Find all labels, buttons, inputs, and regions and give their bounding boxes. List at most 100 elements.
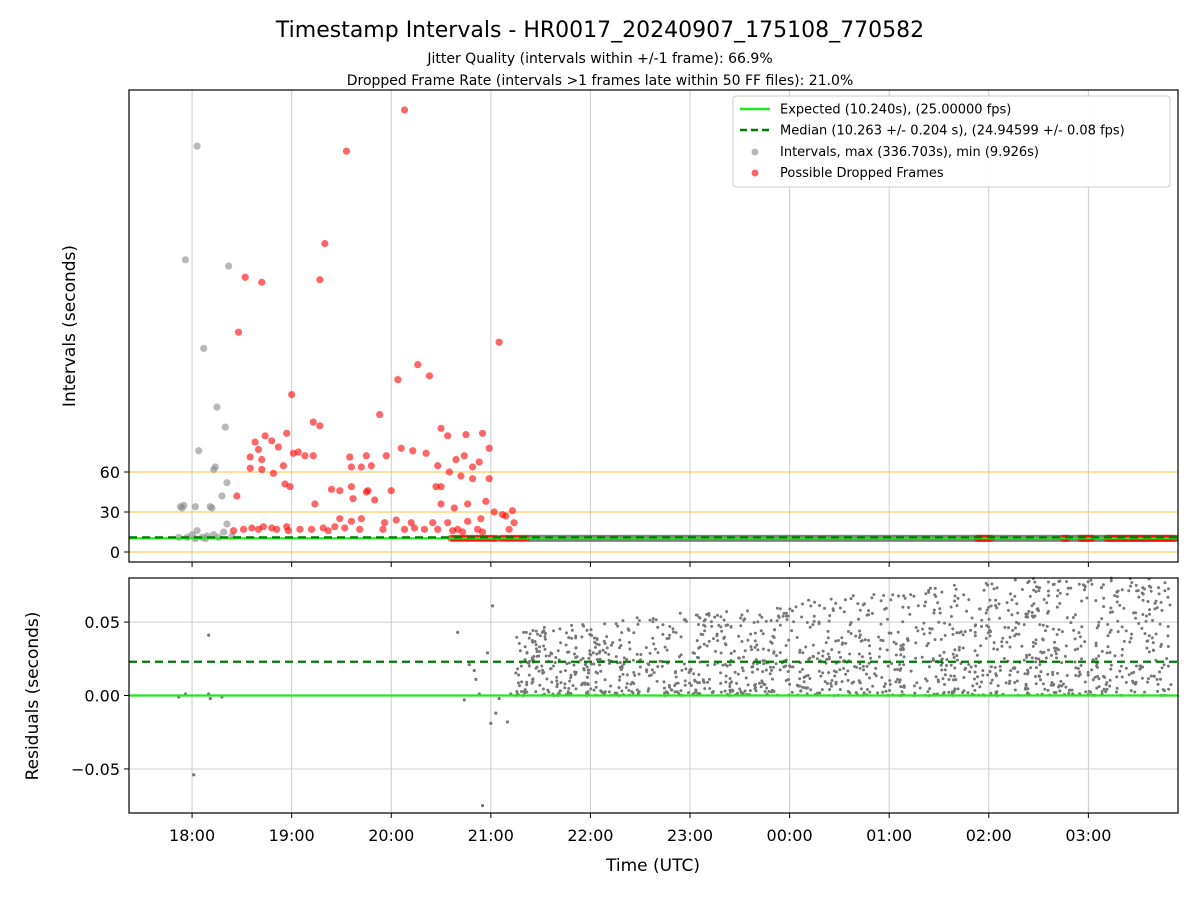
- residual-point: [675, 690, 679, 694]
- residual-point: [896, 667, 900, 671]
- dropped-frame-point: [468, 475, 477, 483]
- residual-point: [743, 649, 747, 653]
- residual-point: [884, 689, 888, 693]
- residual-point: [805, 620, 809, 624]
- residual-point: [574, 687, 578, 691]
- residual-point: [1072, 628, 1076, 632]
- dropped-frame-point: [229, 527, 238, 535]
- dropped-frame-point: [356, 525, 364, 533]
- residual-point: [973, 649, 977, 653]
- residual-point: [1051, 673, 1055, 677]
- residual-point: [1046, 688, 1050, 692]
- residual-point: [857, 652, 861, 656]
- residual-point: [962, 593, 966, 597]
- dropped-frame-point: [437, 500, 445, 508]
- residual-point: [943, 668, 947, 672]
- dropped-frame-point: [296, 525, 304, 533]
- dropped-frame-point: [410, 524, 419, 532]
- residual-point: [1128, 640, 1132, 644]
- residual-point: [778, 607, 782, 611]
- residual-point: [928, 626, 932, 630]
- residual-point: [609, 643, 613, 647]
- residual-point: [808, 676, 812, 680]
- residual-point: [1001, 636, 1005, 640]
- residual-point: [580, 635, 584, 639]
- residual-point: [1055, 646, 1059, 650]
- residual-point: [719, 671, 723, 675]
- residual-point: [1080, 625, 1084, 629]
- residual-point: [1033, 580, 1037, 584]
- residual-point: [998, 616, 1002, 620]
- residual-point: [631, 691, 635, 695]
- residual-point: [784, 611, 788, 615]
- residual-point: [622, 656, 626, 660]
- residual-point: [1106, 634, 1110, 638]
- residual-point: [588, 652, 592, 656]
- residual-point: [1113, 594, 1117, 598]
- residual-point: [737, 634, 741, 638]
- residual-point: [698, 660, 702, 664]
- residual-point: [1087, 689, 1091, 693]
- residual-point: [722, 618, 726, 622]
- residual-point: [1120, 647, 1124, 651]
- residual-point: [923, 677, 927, 681]
- residual-point: [788, 607, 792, 611]
- residual-point: [710, 624, 714, 628]
- residual-point: [742, 618, 746, 622]
- residual-points: [177, 576, 1173, 808]
- residual-point: [662, 680, 666, 684]
- residual-point: [921, 627, 925, 631]
- residual-point: [1070, 688, 1074, 692]
- residual-point: [820, 688, 824, 692]
- residual-point: [636, 622, 640, 626]
- residual-point: [1096, 674, 1100, 678]
- residual-point: [527, 664, 531, 668]
- residual-point: [1029, 666, 1033, 670]
- residual-point: [1080, 599, 1084, 603]
- residual-point: [1129, 636, 1133, 640]
- residual-point: [702, 623, 706, 627]
- residual-point: [827, 671, 831, 675]
- residual-point: [695, 639, 699, 643]
- residual-point: [505, 720, 510, 724]
- residual-point: [947, 690, 951, 694]
- residual-point: [1156, 682, 1160, 686]
- residual-point: [1100, 617, 1104, 621]
- residual-point: [750, 665, 754, 669]
- residual-point: [601, 691, 605, 695]
- residual-point: [933, 593, 937, 597]
- residual-point: [792, 620, 796, 624]
- dropped-frame-point: [429, 519, 437, 527]
- residual-point: [646, 689, 650, 693]
- residual-point: [595, 638, 599, 642]
- residual-point: [932, 611, 936, 615]
- residual-point: [879, 599, 883, 603]
- residual-point: [863, 638, 867, 642]
- residual-point: [547, 654, 551, 658]
- residual-point: [1106, 645, 1110, 649]
- residual-point: [1109, 628, 1113, 632]
- residuals-y-tick-label: 0.00: [84, 687, 120, 706]
- dropped-frame-point: [357, 515, 365, 523]
- dropped-frame-point: [414, 361, 422, 369]
- residual-point: [942, 682, 946, 686]
- residual-point: [951, 627, 955, 631]
- dropped-frame-point: [459, 528, 467, 536]
- residual-point: [873, 672, 877, 676]
- residual-point: [753, 682, 757, 686]
- residual-point: [896, 630, 900, 634]
- residual-point: [755, 643, 759, 647]
- residual-point: [786, 670, 790, 674]
- residual-point: [703, 629, 707, 633]
- residual-point: [524, 630, 528, 634]
- residual-point: [671, 630, 675, 634]
- residual-point: [756, 620, 760, 624]
- residual-point: [497, 696, 501, 701]
- intervals-x-ticks: [191, 562, 1089, 567]
- interval-point: [211, 463, 219, 471]
- residual-point: [1066, 586, 1070, 590]
- dropped-frame-point: [387, 487, 395, 495]
- residual-point: [1014, 632, 1018, 636]
- interval-point: [213, 403, 221, 411]
- residual-point: [894, 653, 898, 657]
